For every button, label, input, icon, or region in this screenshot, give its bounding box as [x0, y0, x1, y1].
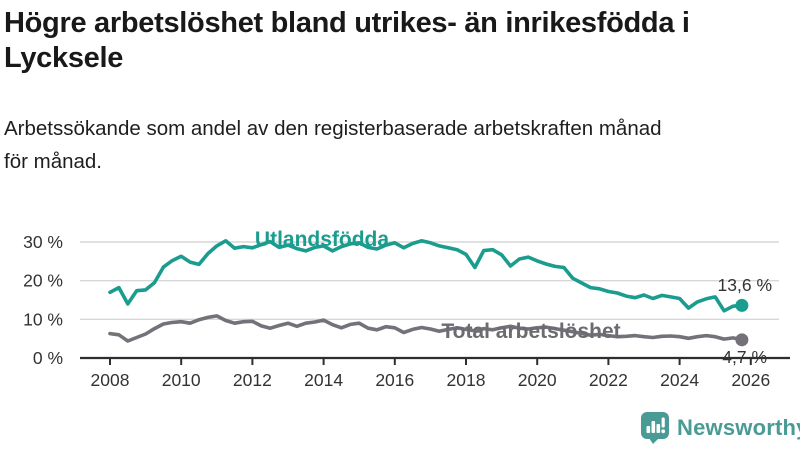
chart-labels: 0 % 10 % 20 % 30 % Utlandsfödda 13,6 % Total a… [23, 228, 772, 368]
series-end-value: 13,6 % [718, 275, 772, 295]
series-end-dot [735, 333, 749, 347]
x-tick-label: 2012 [233, 370, 272, 390]
series-end-value: 4,7 % [722, 347, 767, 367]
gridlines [80, 241, 779, 321]
series-label: Utlandsfödda [255, 228, 389, 251]
x-tick-label: 2020 [518, 370, 557, 390]
line-chart: 2008 2010 2012 2014 2016 2018 2020 2022 2024 2026… [23, 228, 790, 390]
series-label: Total arbetslöshet [441, 320, 620, 343]
chart-subtitle-line2: för månad. [4, 150, 102, 173]
x-tick-label: 2022 [589, 370, 628, 390]
series-line-utlandsfodda [108, 238, 744, 313]
series-line-total [108, 314, 744, 343]
x-tick-label: 2008 [91, 370, 130, 390]
chart-subtitle: Arbetssökande som andel av den registerb… [4, 112, 792, 178]
chart-subtitle-line1: Arbetssökande som andel av den registerb… [4, 117, 662, 140]
series-end-dot [735, 298, 749, 312]
x-tick-label: 2018 [447, 370, 486, 390]
y-tick-label: 0 % [33, 348, 63, 368]
newsworthy-bubble-chart-icon [641, 412, 669, 444]
newsworthy-logo: Newsworthy [640, 411, 800, 445]
x-tick-label: 2014 [304, 370, 343, 390]
page-title-line1: Högre arbetslöshet bland utrikes- än inr… [4, 7, 690, 39]
x-axis: 2008 2010 2012 2014 2016 2018 2020 2022 2024 2026 [80, 356, 790, 390]
chart-series [108, 238, 749, 347]
x-tick-label: 2024 [660, 370, 699, 390]
y-tick-label: 10 % [23, 309, 63, 329]
y-tick-label: 20 % [23, 271, 63, 291]
y-tick-label: 30 % [23, 232, 63, 252]
brand-wordmark: Newsworthy [677, 415, 800, 440]
page-title: Högre arbetslöshet bland utrikes- än inr… [4, 6, 796, 76]
x-tick-label: 2026 [731, 370, 770, 390]
page-title-line2: Lycksele [4, 42, 124, 74]
x-tick-label: 2010 [162, 370, 201, 390]
x-tick-label: 2016 [375, 370, 414, 390]
